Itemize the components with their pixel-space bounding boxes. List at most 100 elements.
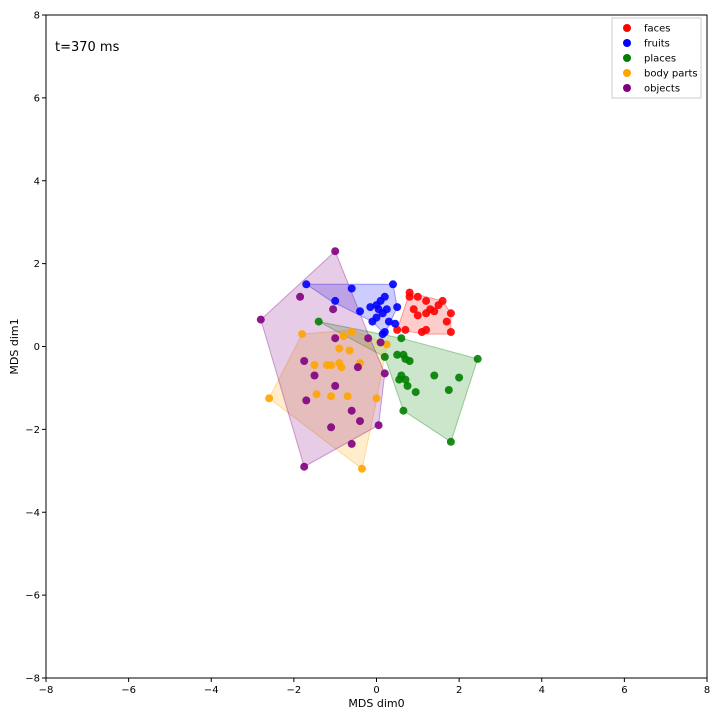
point-places: [446, 437, 455, 446]
x-tick-label: 6: [621, 685, 627, 696]
point-objects: [356, 417, 364, 426]
legend-marker-fruits: [623, 39, 631, 47]
legend-label-body-parts: body parts: [644, 69, 698, 80]
y-tick-label: 8: [34, 11, 40, 22]
point-places: [380, 352, 389, 361]
point-places: [430, 371, 439, 380]
point-fruits: [368, 317, 377, 326]
y-tick-label: 2: [34, 259, 40, 270]
point-objects: [310, 371, 319, 380]
point-objects: [353, 363, 362, 372]
legend-label-objects: objects: [644, 84, 680, 95]
point-objects: [329, 305, 338, 314]
point-places: [455, 373, 464, 382]
point-body-parts: [345, 346, 354, 355]
x-axis-ticks: −8 −6 −4 −2 0 2 4 6 8: [39, 678, 710, 696]
x-axis-label: MDS dim0: [348, 697, 404, 710]
legend-label-faces: faces: [644, 24, 671, 35]
point-faces: [409, 305, 418, 314]
y-tick-label: 6: [34, 93, 40, 104]
point-objects: [331, 381, 340, 390]
point-places: [473, 354, 482, 363]
y-tick-label: 4: [34, 176, 40, 187]
point-body-parts: [312, 390, 321, 399]
x-tick-label: 4: [539, 685, 545, 696]
x-tick-label: −8: [39, 685, 54, 696]
point-objects: [347, 439, 356, 448]
y-tick-label: −8: [25, 674, 40, 685]
point-body-parts: [347, 328, 356, 336]
point-objects: [300, 462, 309, 471]
point-fruits: [384, 317, 393, 326]
point-fruits: [356, 307, 364, 316]
point-objects: [327, 423, 336, 432]
point-body-parts: [310, 361, 319, 370]
x-tick-label: −4: [204, 685, 219, 696]
y-tick-label: −4: [25, 508, 40, 519]
point-body-parts: [265, 394, 274, 403]
point-places: [411, 388, 420, 397]
y-tick-label: −2: [25, 425, 40, 436]
point-body-parts: [343, 392, 352, 401]
point-fruits: [302, 280, 311, 289]
point-body-parts: [382, 340, 391, 349]
legend-marker-body-parts: [623, 69, 631, 77]
x-tick-label: 8: [704, 685, 710, 696]
y-axis-label: MDS dim1: [8, 318, 21, 374]
point-body-parts: [327, 392, 336, 401]
point-objects: [374, 421, 383, 430]
legend: faces fruits places body parts objects: [611, 17, 702, 99]
hull-layer: [260, 250, 479, 470]
point-places: [405, 357, 414, 365]
point-faces: [442, 317, 451, 326]
x-tick-label: 0: [373, 685, 379, 696]
point-objects: [380, 369, 389, 378]
point-fruits: [389, 280, 397, 289]
point-faces: [422, 309, 431, 318]
point-faces: [430, 307, 439, 316]
point-layer: [256, 247, 482, 473]
point-faces: [422, 296, 431, 305]
point-objects: [331, 334, 340, 343]
point-body-parts: [327, 361, 336, 370]
point-objects: [256, 315, 265, 324]
legend-marker-objects: [623, 84, 631, 92]
point-faces: [413, 292, 422, 301]
point-faces: [446, 328, 455, 336]
point-places: [444, 386, 453, 394]
point-fruits: [347, 284, 356, 293]
point-objects: [300, 357, 309, 365]
point-places: [403, 381, 412, 390]
point-places: [314, 317, 323, 326]
point-fruits: [331, 296, 340, 305]
point-body-parts: [358, 464, 366, 473]
point-objects: [296, 292, 305, 301]
point-fruits: [378, 309, 387, 318]
point-body-parts: [335, 344, 344, 353]
point-objects: [331, 247, 340, 256]
y-tick-label: 0: [34, 342, 40, 353]
point-body-parts: [337, 363, 346, 372]
point-fruits: [391, 319, 400, 328]
x-tick-label: −2: [287, 685, 302, 696]
point-fruits: [393, 303, 402, 312]
point-faces: [413, 311, 422, 320]
point-places: [395, 375, 404, 384]
legend-marker-places: [623, 54, 631, 62]
legend-marker-faces: [623, 24, 631, 32]
point-objects: [302, 396, 311, 405]
time-annotation: t=370 ms: [55, 40, 120, 55]
point-faces: [401, 325, 410, 334]
point-objects: [364, 334, 373, 343]
point-body-parts: [339, 332, 348, 341]
x-tick-label: −6: [121, 685, 136, 696]
y-axis-ticks: −8 −6 −4 −2 0 2 4 6 8: [25, 11, 46, 685]
point-body-parts: [298, 330, 307, 339]
point-faces: [434, 301, 443, 310]
y-tick-label: −6: [25, 591, 40, 602]
x-tick-label: 2: [456, 685, 462, 696]
point-faces: [405, 292, 414, 301]
point-objects: [376, 338, 385, 347]
point-objects: [347, 406, 356, 415]
